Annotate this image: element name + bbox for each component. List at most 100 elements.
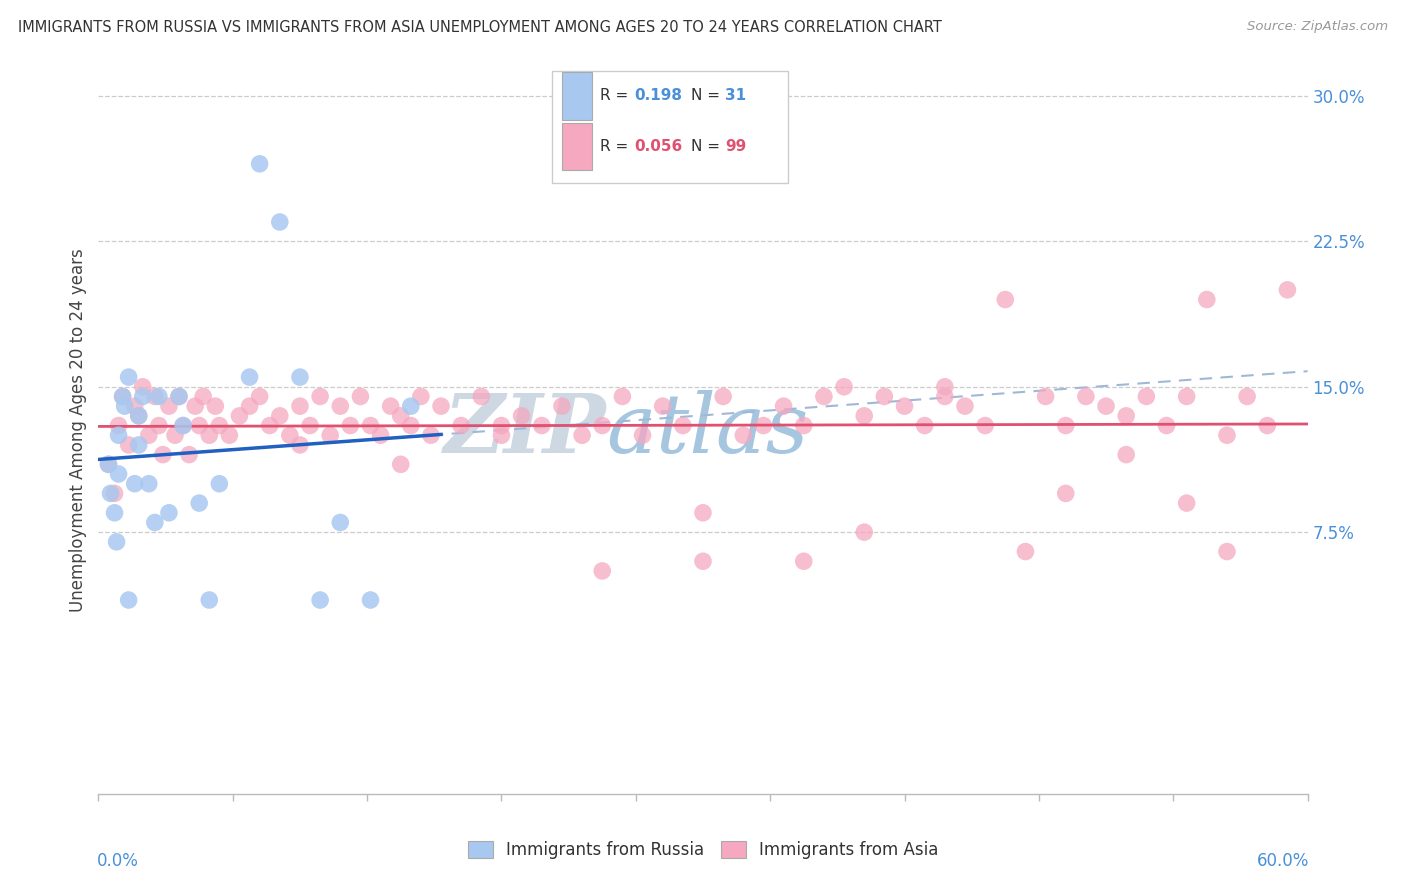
Point — [152, 448, 174, 462]
Point — [163, 428, 186, 442]
Point — [105, 534, 128, 549]
Point — [188, 418, 211, 433]
Point — [319, 428, 342, 442]
Point — [591, 418, 613, 433]
Point — [530, 418, 553, 433]
Text: 60.0%: 60.0% — [1257, 852, 1309, 870]
Point — [974, 418, 997, 433]
Point — [148, 418, 170, 433]
Point — [128, 409, 150, 423]
Text: Source: ZipAtlas.com: Source: ZipAtlas.com — [1247, 20, 1388, 33]
Point — [228, 409, 250, 423]
Point — [914, 418, 936, 433]
Point — [651, 399, 673, 413]
Point — [239, 399, 262, 413]
Point — [1115, 448, 1137, 462]
Point — [1035, 389, 1057, 403]
Point — [107, 428, 129, 442]
Point — [118, 593, 141, 607]
Point — [1115, 409, 1137, 423]
Point — [208, 476, 231, 491]
Point — [813, 389, 835, 403]
Text: ZIP: ZIP — [444, 391, 606, 470]
Point — [97, 458, 120, 472]
Point — [249, 157, 271, 171]
Point — [288, 399, 311, 413]
Point — [118, 370, 141, 384]
Point — [409, 389, 432, 403]
Point — [510, 409, 533, 423]
Point — [1054, 418, 1077, 433]
Point — [934, 380, 956, 394]
Point — [138, 428, 160, 442]
Point — [399, 418, 422, 433]
Y-axis label: Unemployment Among Ages 20 to 24 years: Unemployment Among Ages 20 to 24 years — [69, 249, 87, 612]
Point — [1175, 389, 1198, 403]
Point — [167, 389, 190, 403]
Point — [853, 409, 876, 423]
Point — [1236, 389, 1258, 403]
Point — [399, 399, 422, 413]
FancyBboxPatch shape — [551, 70, 787, 183]
Point — [143, 516, 166, 530]
Point — [157, 506, 180, 520]
Point — [107, 418, 129, 433]
Point — [103, 486, 125, 500]
Point — [430, 399, 453, 413]
Point — [132, 389, 155, 403]
Point — [278, 428, 301, 442]
Point — [329, 516, 352, 530]
Point — [128, 409, 150, 423]
Point — [389, 409, 412, 423]
Point — [107, 467, 129, 481]
Point — [114, 399, 136, 413]
Point — [143, 389, 166, 403]
Point — [370, 428, 392, 442]
Point — [853, 525, 876, 540]
Point — [349, 389, 371, 403]
Point — [571, 428, 593, 442]
Point — [157, 399, 180, 413]
Point — [138, 476, 160, 491]
Text: 0.198: 0.198 — [634, 88, 682, 103]
Point — [198, 428, 221, 442]
Text: 0.056: 0.056 — [634, 139, 682, 154]
Point — [269, 215, 291, 229]
Point — [1256, 418, 1278, 433]
Point — [1277, 283, 1299, 297]
Point — [491, 428, 513, 442]
Point — [672, 418, 695, 433]
Text: 0.0%: 0.0% — [97, 852, 139, 870]
Point — [132, 380, 155, 394]
Point — [288, 370, 311, 384]
Point — [1216, 428, 1239, 442]
Point — [994, 293, 1017, 307]
Point — [339, 418, 361, 433]
Point — [1156, 418, 1178, 433]
Text: R =: R = — [600, 88, 633, 103]
Point — [309, 593, 332, 607]
Point — [204, 399, 226, 413]
Point — [491, 418, 513, 433]
Point — [1195, 293, 1218, 307]
Point — [752, 418, 775, 433]
Point — [1216, 544, 1239, 558]
Point — [470, 389, 492, 403]
FancyBboxPatch shape — [561, 123, 592, 170]
Point — [591, 564, 613, 578]
Point — [934, 389, 956, 403]
Text: 99: 99 — [724, 139, 747, 154]
Point — [184, 399, 207, 413]
Text: IMMIGRANTS FROM RUSSIA VS IMMIGRANTS FROM ASIA UNEMPLOYMENT AMONG AGES 20 TO 24 : IMMIGRANTS FROM RUSSIA VS IMMIGRANTS FRO… — [18, 20, 942, 35]
Point — [1095, 399, 1118, 413]
Point — [893, 399, 915, 413]
Point — [208, 418, 231, 433]
Point — [793, 554, 815, 568]
Point — [172, 418, 194, 433]
Point — [103, 506, 125, 520]
Point — [1054, 486, 1077, 500]
Legend: Immigrants from Russia, Immigrants from Asia: Immigrants from Russia, Immigrants from … — [461, 834, 945, 865]
Point — [239, 370, 262, 384]
Text: N =: N = — [690, 88, 724, 103]
Point — [299, 418, 322, 433]
